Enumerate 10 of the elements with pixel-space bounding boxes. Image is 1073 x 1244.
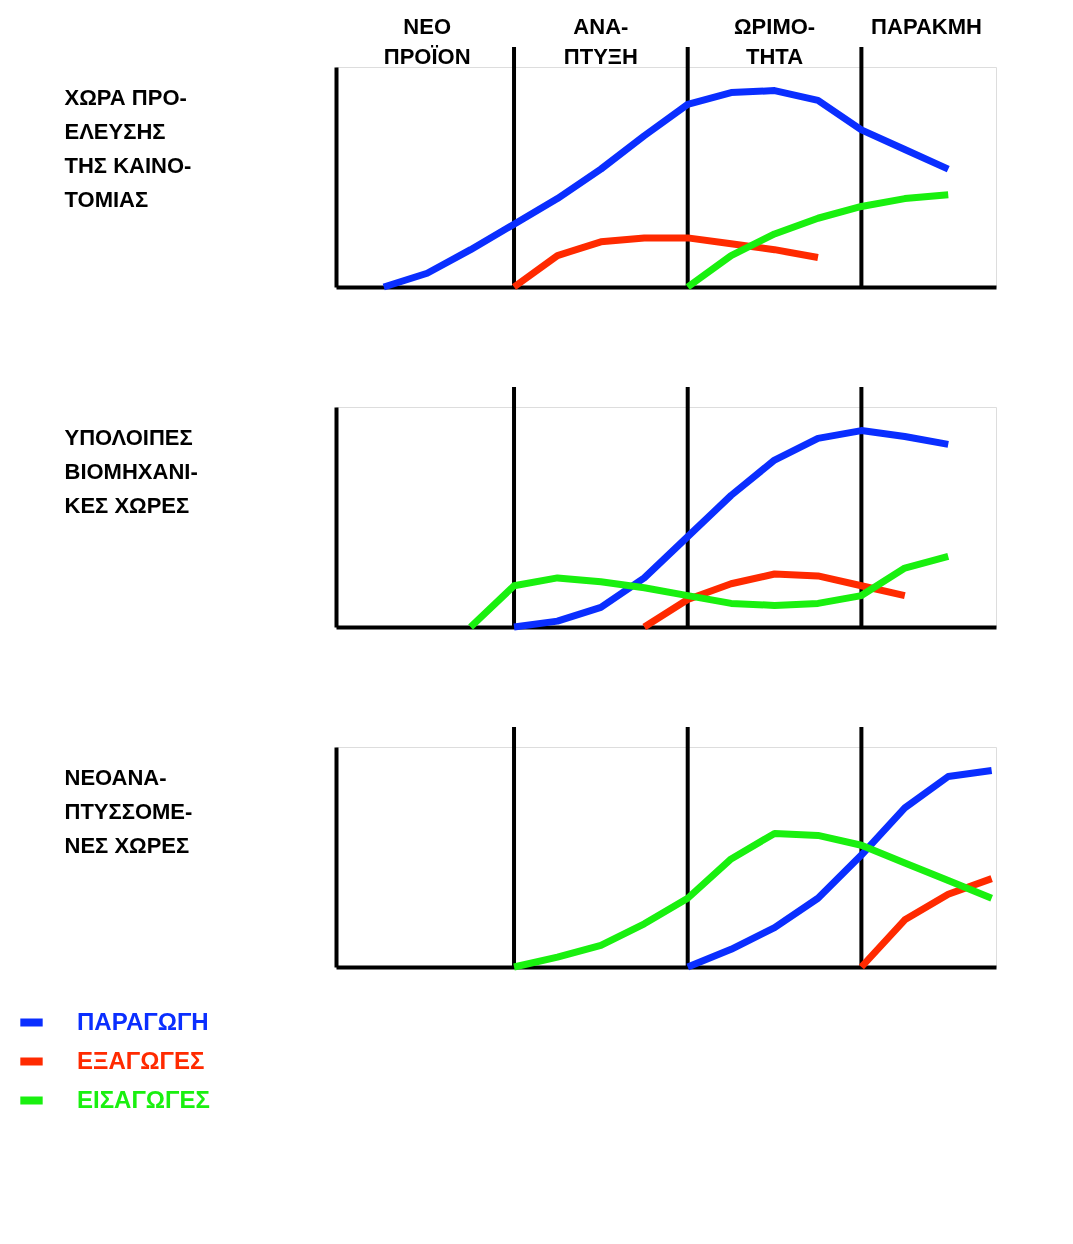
legend-label: ΠΑΡΑΓΩΓΗ [77, 1007, 209, 1035]
y-axis-title: ΥΠΟΛΟΙΠΕΣ ΒΙΟΜΗΧΑΝΙ- ΚΕΣ ΧΩΡΕΣ [64, 424, 198, 518]
text: ΠΑΡΑΚΜΗ [871, 14, 982, 39]
text: ΑΝΑ- ΠΤΥΞΗ [563, 14, 638, 69]
y-axis-title: ΝΕΟΑΝΑ- ΠΤΥΣΣΟΜΕ- ΝΕΣ ΧΩΡΕΣ [64, 764, 193, 858]
legend-label: ΕΙΣΑΓΩΓΕΣ [77, 1085, 210, 1113]
text: ΝΕΟ ΠΡΟΪΟΝ [383, 14, 471, 69]
text: ΩΡΙΜΟ- ΤΗΤΑ [733, 14, 816, 69]
legend-label: ΕΞΑΓΩΓΕΣ [77, 1046, 205, 1074]
y-axis-title: ΧΩΡΑ ΠΡΟ- ΕΛΕΥΣΗΣ ΤΗΣ ΚΑΙΝΟ- ΤΟΜΙΑΣ [64, 84, 192, 212]
